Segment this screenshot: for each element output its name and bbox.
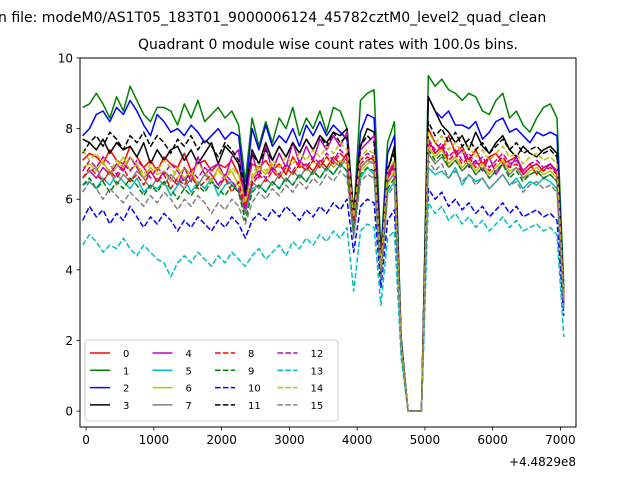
legend-label-4: 4 <box>186 349 192 360</box>
x-offset-label: +4.4829e8 <box>509 455 576 469</box>
legend-label-12: 12 <box>311 349 324 360</box>
y-axis: 0 2 4 6 8 10 <box>58 52 80 419</box>
x-tick-label: 4000 <box>342 433 373 447</box>
x-tick-label: 0 <box>82 433 90 447</box>
chart-title: Quadrant 0 module wise count rates with … <box>138 37 518 53</box>
legend-label-11: 11 <box>248 401 261 412</box>
series-line-9 <box>82 149 565 412</box>
series-line-10 <box>82 187 565 412</box>
legend-label-15: 15 <box>311 401 324 412</box>
y-tick-label: 10 <box>58 52 73 66</box>
legend-label-5: 5 <box>186 366 192 377</box>
x-tick-label: 7000 <box>545 433 576 447</box>
series-line-11 <box>82 120 565 412</box>
legend-label-13: 13 <box>311 366 324 377</box>
series-line-2 <box>82 96 565 412</box>
y-tick-label: 6 <box>65 193 73 207</box>
legend-label-8: 8 <box>248 349 254 360</box>
x-tick-label: 6000 <box>477 433 508 447</box>
legend-label-10: 10 <box>248 384 261 395</box>
x-tick-label: 1000 <box>139 433 170 447</box>
legend-label-6: 6 <box>186 384 192 395</box>
y-tick-label: 2 <box>65 334 73 348</box>
x-tick-label: 5000 <box>410 433 441 447</box>
legend-label-0: 0 <box>123 349 129 360</box>
series-line-8 <box>82 141 565 412</box>
series-line-13 <box>82 202 565 412</box>
y-tick-label: 4 <box>65 263 73 277</box>
x-tick-label: 2000 <box>206 433 237 447</box>
series-line-1 <box>82 74 565 412</box>
legend-label-2: 2 <box>123 384 129 395</box>
legend-label-1: 1 <box>123 366 129 377</box>
plot-area-frame <box>79 57 577 428</box>
series-line-3 <box>82 96 565 412</box>
y-tick-label: 0 <box>65 405 73 419</box>
figure-suptitle: n file: modeM0/AS1T05_183T01_9000006124_… <box>0 10 546 26</box>
series-line-12 <box>82 138 565 412</box>
y-tick-label: 8 <box>65 122 73 136</box>
legend-label-9: 9 <box>248 366 254 377</box>
x-axis: 0 1000 2000 3000 4000 5000 6000 7000 <box>82 427 576 447</box>
series-line-14 <box>82 131 565 412</box>
legend-label-3: 3 <box>123 401 129 412</box>
series-line-15 <box>82 159 565 412</box>
legend-box <box>84 339 339 422</box>
x-tick-label: 3000 <box>274 433 305 447</box>
legend-label-14: 14 <box>311 384 324 395</box>
legend-label-7: 7 <box>186 401 192 412</box>
series-layer <box>82 74 565 412</box>
